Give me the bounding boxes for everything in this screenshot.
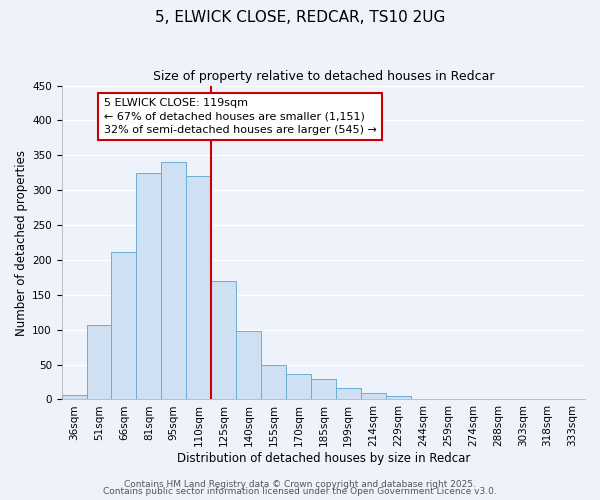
Bar bbox=[62, 394, 86, 400]
Bar bbox=[361, 393, 386, 400]
Bar bbox=[336, 388, 361, 400]
Bar bbox=[236, 331, 261, 400]
Bar bbox=[186, 176, 211, 400]
Title: Size of property relative to detached houses in Redcar: Size of property relative to detached ho… bbox=[152, 70, 494, 83]
Bar bbox=[386, 396, 410, 400]
Bar bbox=[261, 364, 286, 400]
Bar bbox=[286, 374, 311, 400]
Bar bbox=[211, 281, 236, 400]
Text: Contains public sector information licensed under the Open Government Licence v3: Contains public sector information licen… bbox=[103, 487, 497, 496]
Bar bbox=[410, 399, 436, 400]
Bar bbox=[86, 325, 112, 400]
Bar bbox=[112, 252, 136, 400]
Bar bbox=[136, 173, 161, 400]
Bar bbox=[436, 399, 460, 400]
Text: 5 ELWICK CLOSE: 119sqm
← 67% of detached houses are smaller (1,151)
32% of semi-: 5 ELWICK CLOSE: 119sqm ← 67% of detached… bbox=[104, 98, 376, 134]
Bar bbox=[311, 378, 336, 400]
Y-axis label: Number of detached properties: Number of detached properties bbox=[15, 150, 28, 336]
Text: Contains HM Land Registry data © Crown copyright and database right 2025.: Contains HM Land Registry data © Crown c… bbox=[124, 480, 476, 489]
Text: 5, ELWICK CLOSE, REDCAR, TS10 2UG: 5, ELWICK CLOSE, REDCAR, TS10 2UG bbox=[155, 10, 445, 25]
X-axis label: Distribution of detached houses by size in Redcar: Distribution of detached houses by size … bbox=[176, 452, 470, 465]
Bar bbox=[161, 162, 186, 400]
